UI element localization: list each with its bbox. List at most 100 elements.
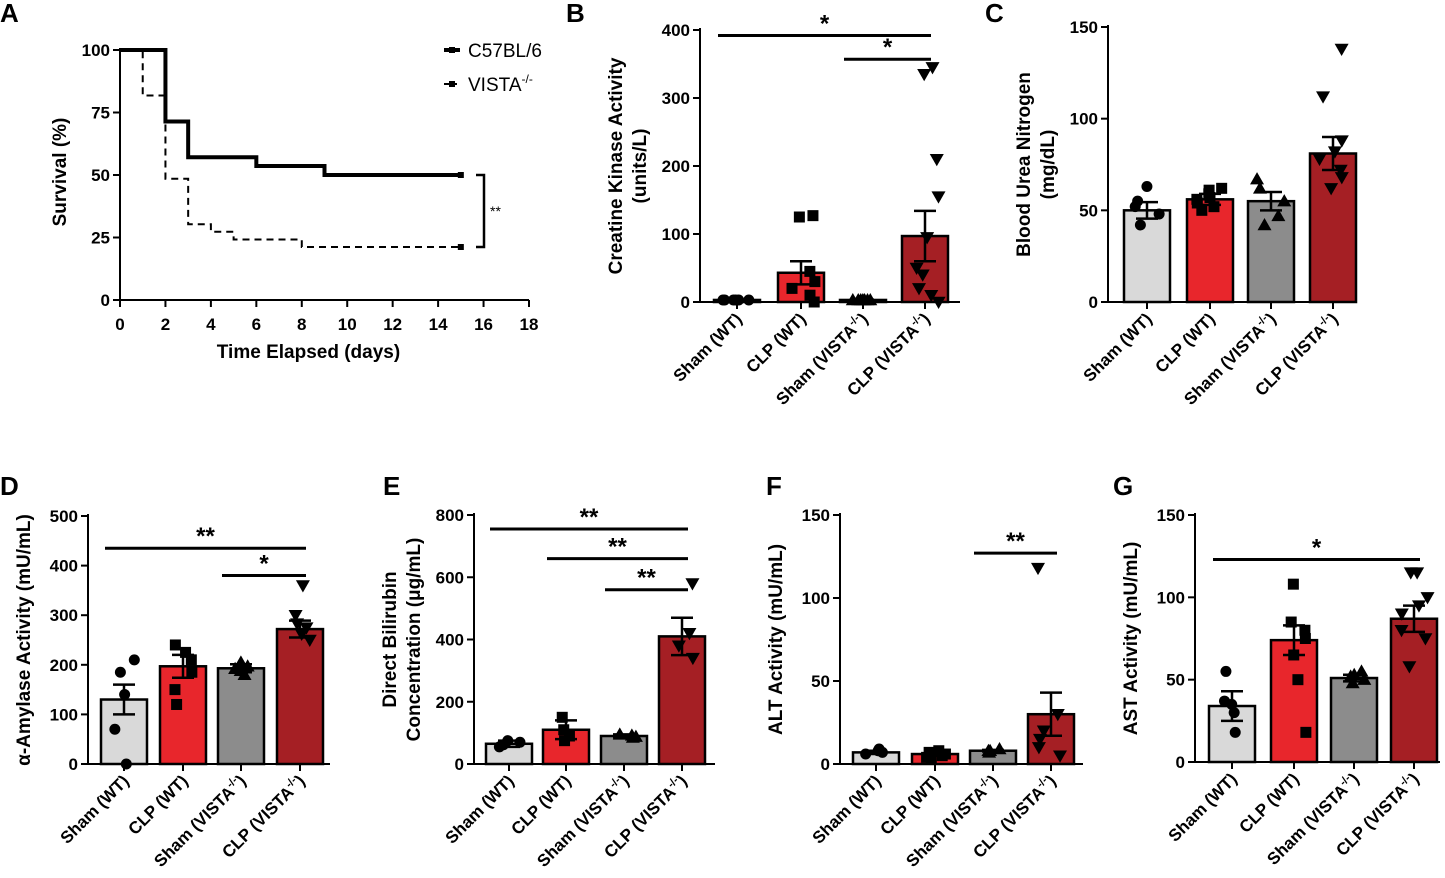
significance-label: ** (196, 523, 215, 550)
panel-letter-f: F (766, 471, 782, 501)
y-tick-label: 150 (1070, 18, 1098, 37)
bar (158, 665, 208, 766)
y-tick-label: 0 (1176, 753, 1185, 772)
y-tick-label: 50 (811, 672, 830, 691)
data-point (992, 742, 1007, 755)
category-label: Sham (WT) (1080, 309, 1156, 385)
data-point (1050, 708, 1065, 722)
data-point (299, 622, 314, 635)
significance-label: * (820, 10, 830, 37)
data-point (1031, 742, 1046, 755)
panel-letter-d: D (0, 471, 19, 501)
y-tick-label: 300 (50, 606, 78, 625)
data-point (929, 153, 944, 167)
data-point (1411, 600, 1426, 613)
bar (216, 667, 266, 766)
y-axis-label: Direct Bilirubin (380, 571, 401, 707)
y-tick-label: 0 (455, 755, 464, 774)
significance-label: ** (580, 504, 599, 531)
y-tick-label: 100 (82, 41, 110, 60)
y-tick-label: 100 (1070, 110, 1098, 129)
category-label: Sham (WT) (1165, 769, 1241, 845)
y-tick-label: 100 (1157, 588, 1185, 607)
data-point (1347, 667, 1362, 680)
data-point (514, 736, 526, 748)
bar (657, 635, 707, 766)
data-point (925, 62, 940, 75)
data-point (1030, 562, 1045, 576)
data-point (1300, 726, 1312, 738)
data-point (556, 711, 568, 723)
data-point (1141, 181, 1153, 192)
y-tick-label: 800 (436, 506, 464, 525)
y-tick-label: 0 (681, 293, 690, 312)
data-point (685, 652, 700, 666)
data-point (302, 634, 317, 647)
data-point (612, 727, 627, 740)
data-point (624, 728, 639, 741)
data-point (743, 294, 755, 306)
data-point (1285, 616, 1297, 628)
data-point (1208, 201, 1220, 213)
y-axis-label: ALT Activity (mU/mL) (766, 544, 787, 735)
x-axis-label: Time Elapsed (days) (217, 342, 400, 363)
category-label: Sham (WT) (57, 771, 133, 847)
data-point (924, 289, 939, 303)
data-point (1036, 725, 1051, 738)
significance-label: ** (637, 565, 656, 592)
data-point (730, 294, 742, 306)
category-label: Sham (WT) (670, 309, 746, 385)
data-point (1312, 153, 1327, 166)
data-point (1299, 624, 1311, 636)
y-tick-label: 0 (1089, 293, 1098, 312)
y-tick-label: 300 (662, 89, 690, 108)
data-point (1316, 91, 1331, 104)
y-axis-label: Concentration (μg/mL) (404, 538, 425, 742)
y-tick-label: 200 (50, 656, 78, 675)
data-point (1277, 194, 1292, 207)
significance-bracket (476, 173, 486, 249)
legend-label: VISTA-/- (468, 72, 533, 96)
legend-label: C57BL/6 (468, 41, 542, 62)
significance-label: ** (490, 203, 501, 219)
data-point (909, 262, 924, 275)
censor-marker (457, 172, 464, 178)
y-axis-label: AST Activity (mU/mL) (1121, 542, 1142, 736)
y-tick-label: 200 (436, 693, 464, 712)
data-point (793, 211, 805, 223)
data-point (804, 265, 816, 277)
data-point (1196, 204, 1208, 216)
bar (1185, 198, 1235, 304)
data-point (1418, 633, 1433, 646)
legend-marker (449, 47, 455, 53)
y-tick-label: 400 (662, 21, 690, 40)
data-point (1292, 674, 1304, 686)
significance-label: ** (608, 534, 627, 561)
data-point (1394, 608, 1409, 621)
y-tick-label: 400 (50, 557, 78, 576)
y-tick-label: 0 (101, 291, 110, 310)
y-tick-label: 0 (69, 755, 78, 774)
data-point (290, 618, 305, 631)
bar (1308, 152, 1358, 304)
data-point (1357, 672, 1372, 685)
x-tick-label: 16 (474, 315, 493, 334)
data-point (1191, 193, 1203, 205)
bar (1329, 676, 1379, 764)
y-tick-label: 200 (662, 157, 690, 176)
data-point (169, 639, 181, 651)
y-axis-label: (units/L) (630, 129, 651, 204)
bar (275, 627, 325, 766)
data-point (671, 640, 686, 653)
data-point (1257, 218, 1272, 231)
data-point (1250, 172, 1265, 185)
data-point (804, 289, 816, 301)
y-tick-label: 150 (802, 506, 830, 525)
bar (1389, 617, 1439, 764)
survival-line-vista (120, 49, 461, 248)
data-point (563, 730, 575, 742)
data-point (169, 684, 181, 696)
